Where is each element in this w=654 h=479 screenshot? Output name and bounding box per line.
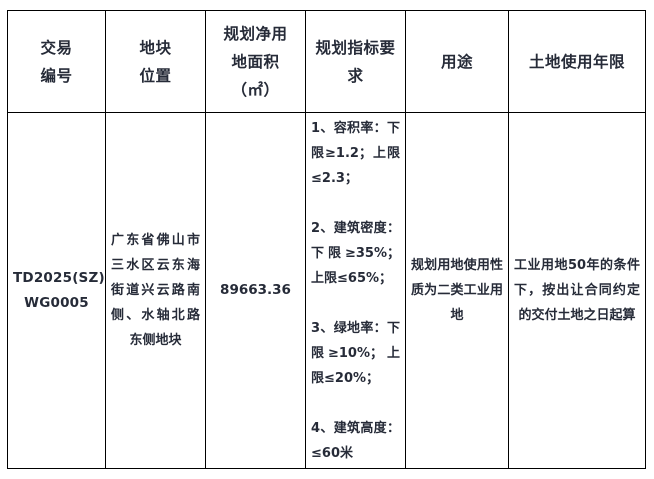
cell-planning-requirements: 1、容积率：下限≥1.2；上限≤2.3； 2、建筑密度：下限≥35%；上限≤65… bbox=[305, 112, 406, 469]
cell-land-use-term: 工业用地50年的条件下，按出让合同约定的交付土地之日起算 bbox=[508, 112, 646, 469]
column-header-line: 地面积 bbox=[231, 52, 280, 71]
cell-planned-net-area: 89663.36 bbox=[205, 112, 306, 469]
planning-requirement-item: 4、建筑高度：≤60米 bbox=[311, 420, 400, 461]
trade-no-line: WG0005 bbox=[24, 294, 89, 311]
cell-trade-no: TD2025(SZ) WG0005 bbox=[7, 112, 106, 469]
column-header-line: 用途 bbox=[440, 52, 473, 71]
planning-requirement-item: 2、建筑密度：下限≥35%；上限≤65%； bbox=[311, 220, 400, 286]
column-header-line: 规划净用 bbox=[223, 24, 288, 43]
column-header-line: 地块 bbox=[139, 38, 172, 57]
column-header-land-use-term: 土地使用年限 bbox=[508, 10, 646, 113]
table-header-row: 交易 编号 地块 位置 规划净用 地面积 （㎡） 规划指标要 求 用途 bbox=[7, 10, 646, 113]
column-header-unit: （㎡） bbox=[231, 80, 280, 99]
column-header-line: 规划指标要 bbox=[315, 38, 396, 57]
column-header-line: 编号 bbox=[40, 66, 73, 85]
column-header-parcel-location: 地块 位置 bbox=[105, 10, 206, 113]
table-row: TD2025(SZ) WG0005 广东省佛山市三水区云东海街道兴云路南侧、水轴… bbox=[7, 112, 646, 469]
column-header-planning-requirements: 规划指标要 求 bbox=[305, 10, 406, 113]
column-header-line: 交易 bbox=[40, 38, 73, 57]
column-header-land-use: 用途 bbox=[405, 10, 509, 113]
column-header-line: 土地使用年限 bbox=[528, 52, 625, 71]
trade-no-line: TD2025(SZ) bbox=[13, 269, 105, 286]
cell-parcel-location: 广东省佛山市三水区云东海街道兴云路南侧、水轴北路东侧地块 bbox=[105, 112, 206, 469]
land-parcel-table-container: 交易 编号 地块 位置 规划净用 地面积 （㎡） 规划指标要 求 用途 bbox=[7, 10, 646, 469]
planning-requirement-item: 3、绿地率：下限≥10%；上限≤20%； bbox=[311, 320, 400, 386]
land-parcel-table: 交易 编号 地块 位置 规划净用 地面积 （㎡） 规划指标要 求 用途 bbox=[7, 10, 646, 469]
column-header-planned-net-area: 规划净用 地面积 （㎡） bbox=[205, 10, 306, 113]
column-header-line: 位置 bbox=[139, 66, 172, 85]
column-header-trade-no: 交易 编号 bbox=[7, 10, 106, 113]
column-header-line: 求 bbox=[347, 66, 364, 85]
planning-requirement-item: 1、容积率：下限≥1.2；上限≤2.3； bbox=[311, 120, 400, 186]
cell-land-use: 规划用地使用性质为二类工业用地 bbox=[405, 112, 509, 469]
